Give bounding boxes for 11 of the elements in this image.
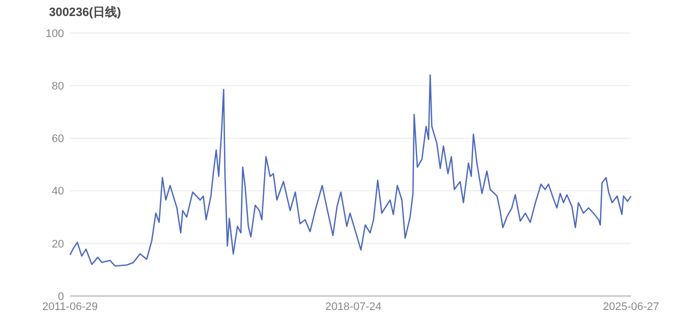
x-tick-label: 2025-06-27: [602, 301, 660, 313]
y-tick-label: 20: [52, 238, 64, 250]
y-tick-label: 80: [52, 80, 64, 92]
y-tick-label: 60: [52, 133, 64, 146]
y-tick-label: 0: [58, 290, 64, 303]
x-tick-label: 2011-06-29: [42, 301, 98, 313]
x-tick-label: 2018-07-24: [325, 301, 382, 313]
line-series: [69, 74, 632, 267]
y-tick-label: 100: [46, 28, 64, 40]
chart-title: 300236(日线): [49, 5, 122, 19]
y-tick-label: 40: [52, 186, 64, 198]
